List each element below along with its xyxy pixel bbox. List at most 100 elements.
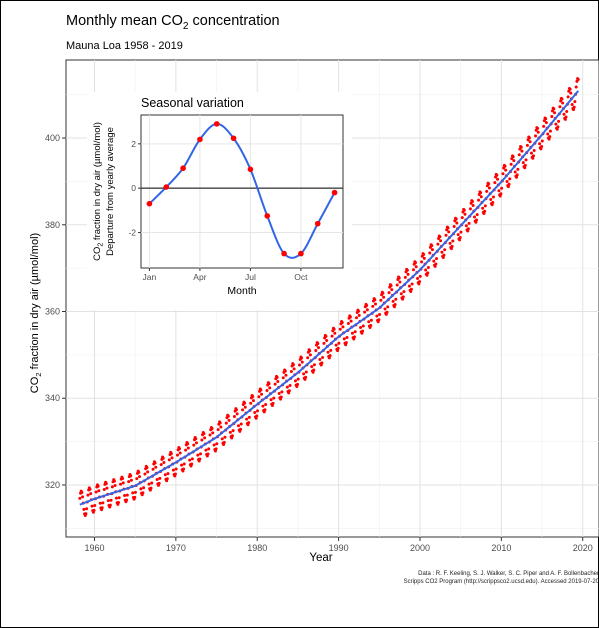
co2-point xyxy=(102,487,106,491)
inset-y-tick-label: 2 xyxy=(131,139,136,149)
co2-point xyxy=(373,298,377,302)
co2-point xyxy=(407,284,411,288)
co2-point xyxy=(182,462,186,466)
co2-point xyxy=(112,479,116,483)
inset-x-tick-label: Jul xyxy=(245,272,256,282)
co2-point xyxy=(430,248,434,252)
co2-point xyxy=(199,452,203,456)
co2-point xyxy=(202,432,206,436)
co2-point xyxy=(89,492,93,496)
co2-point xyxy=(409,290,413,294)
co2-point xyxy=(291,363,295,367)
y-tick-label: 340 xyxy=(45,393,60,403)
co2-point xyxy=(116,501,120,505)
co2-point xyxy=(451,239,455,243)
co2-point xyxy=(232,415,236,418)
co2-point xyxy=(441,256,445,260)
co2-point xyxy=(186,446,190,450)
co2-point xyxy=(264,403,268,406)
co2-point xyxy=(157,481,161,485)
co2-point xyxy=(542,124,546,128)
co2-point xyxy=(312,363,316,367)
co2-point xyxy=(96,484,100,488)
co2-point xyxy=(454,217,458,221)
co2-point xyxy=(162,461,166,465)
co2-point xyxy=(562,112,566,116)
co2-point xyxy=(106,499,110,503)
co2-point xyxy=(190,457,194,461)
inset-points xyxy=(146,121,338,257)
co2-point xyxy=(241,408,245,412)
co2-point xyxy=(337,341,341,345)
co2-point xyxy=(98,501,102,505)
co2-point xyxy=(517,153,521,157)
co2-point xyxy=(377,318,381,322)
co2-point xyxy=(82,507,86,511)
co2-point xyxy=(438,235,442,239)
co2-point xyxy=(556,125,560,129)
co2-point xyxy=(123,493,127,497)
inset-y-axis-label-line1: CO2 fraction in dry air (µmol/mol) xyxy=(92,122,105,261)
co2-point xyxy=(158,476,162,480)
co2-point xyxy=(257,395,261,399)
co2-point xyxy=(449,247,453,251)
co2-point xyxy=(369,323,373,327)
co2-point xyxy=(318,357,322,361)
co2-point xyxy=(550,115,554,119)
co2-point xyxy=(175,453,179,457)
co2-point xyxy=(255,414,259,418)
co2-point xyxy=(121,481,125,485)
co2-point xyxy=(281,376,285,380)
co2-point xyxy=(495,173,499,177)
co2-point xyxy=(268,386,272,390)
co2-point xyxy=(340,321,344,325)
co2-point xyxy=(321,356,325,360)
co2-point xyxy=(283,369,287,373)
co2-point xyxy=(474,220,478,224)
co2-point xyxy=(521,161,525,165)
co2-point xyxy=(503,164,507,168)
co2-point xyxy=(481,206,485,210)
inset-y-label-prefix: CO xyxy=(92,247,103,261)
co2-point xyxy=(173,472,177,476)
co2-point xyxy=(127,480,131,484)
co2-point xyxy=(151,467,155,471)
co2-point xyxy=(436,242,440,246)
co2-point xyxy=(566,95,570,99)
co2-point xyxy=(90,504,94,508)
co2-point xyxy=(300,356,304,360)
co2-point xyxy=(208,433,212,437)
co2-point xyxy=(464,224,468,228)
co2-point xyxy=(432,259,436,263)
co2-point xyxy=(239,422,243,426)
co2-point xyxy=(215,442,219,446)
co2-point xyxy=(539,147,543,151)
co2-point xyxy=(129,474,133,478)
co2-point xyxy=(105,486,109,490)
co2-point xyxy=(466,227,470,231)
co2-point xyxy=(548,135,552,139)
co2-point xyxy=(528,140,532,144)
co2-point xyxy=(289,369,293,373)
co2-point xyxy=(414,261,417,265)
co2-point xyxy=(138,475,142,479)
co2-point xyxy=(322,341,326,345)
co2-point xyxy=(150,481,154,485)
co2-point xyxy=(458,238,462,242)
co2-point xyxy=(433,264,437,268)
co2-point xyxy=(443,248,447,252)
co2-point xyxy=(239,427,243,431)
co2-point xyxy=(293,379,297,383)
co2-point xyxy=(271,401,275,405)
co2-point xyxy=(426,271,430,275)
co2-point xyxy=(491,200,495,204)
co2-point xyxy=(328,354,332,358)
co2-point xyxy=(491,195,495,199)
co2-point xyxy=(228,430,232,434)
co2-point xyxy=(420,260,424,264)
co2-point xyxy=(390,288,394,292)
co2-point xyxy=(536,130,540,134)
co2-point xyxy=(391,299,395,303)
co2-point xyxy=(210,427,214,431)
co2-point xyxy=(403,275,407,279)
